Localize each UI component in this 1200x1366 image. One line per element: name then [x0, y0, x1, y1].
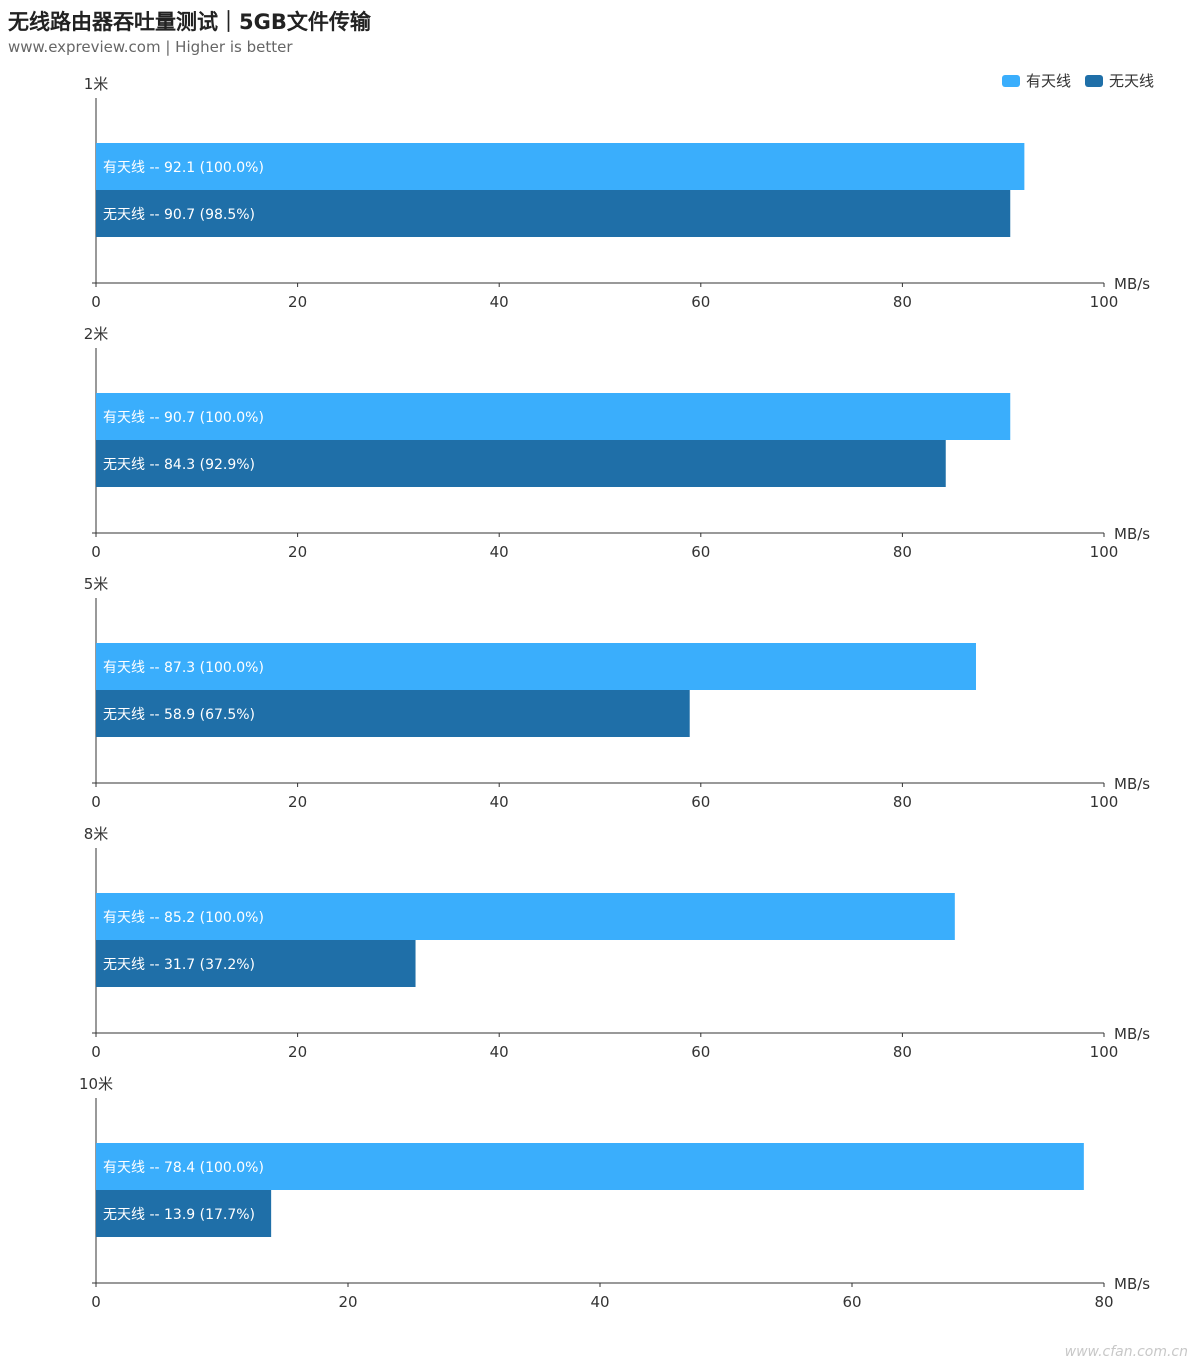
x-tick-label: 60	[842, 1293, 861, 1311]
x-tick-label: 20	[288, 293, 307, 311]
bar-data-label: 无天线 -- 90.7 (98.5%)	[103, 207, 255, 223]
x-axis-unit-label: MB/s	[1114, 1025, 1150, 1043]
x-tick-label: 20	[288, 1043, 307, 1061]
x-tick-label: 80	[893, 1043, 912, 1061]
bar-data-label: 无天线 -- 31.7 (37.2%)	[103, 957, 255, 973]
x-tick-label: 0	[91, 543, 101, 561]
chart-panel: 8米 0 20 40 60 80 100 MB/s 有天线 -- 85.2 (100.0%) 无天…	[0, 820, 1200, 1070]
x-tick-label: 80	[893, 293, 912, 311]
x-tick-label: 40	[590, 1293, 609, 1311]
x-axis-unit-label: MB/s	[1114, 775, 1150, 793]
bar-data-label: 无天线 -- 58.9 (67.5%)	[103, 707, 255, 723]
x-tick-label: 100	[1090, 1043, 1119, 1061]
x-axis-unit-label: MB/s	[1114, 275, 1150, 293]
x-tick-label: 20	[288, 543, 307, 561]
page-subtitle: www.expreview.com | Higher is better	[8, 38, 293, 56]
x-tick-label: 60	[691, 543, 710, 561]
chart-panel: 1米 0 20 40 60 80 100 MB/s 有天线 -- 92.1 (100.0%) 无天…	[0, 70, 1200, 320]
x-tick-label: 40	[490, 1043, 509, 1061]
bar-data-label: 有天线 -- 87.3 (100.0%)	[103, 660, 264, 676]
panel-title: 10米	[79, 1075, 113, 1093]
chart-panel: 2米 0 20 40 60 80 100 MB/s 有天线 -- 90.7 (100.0%) 无天…	[0, 320, 1200, 570]
x-tick-label: 80	[1094, 1293, 1113, 1311]
chart-panel: 10米 0 20 40 60 80 MB/s 有天线 -- 78.4 (100.0%) 无天线 …	[0, 1070, 1200, 1320]
x-tick-label: 20	[338, 1293, 357, 1311]
bar-with-antenna	[96, 143, 1025, 190]
bar-without-antenna	[96, 690, 690, 737]
bar-without-antenna	[96, 940, 416, 987]
x-tick-label: 40	[490, 543, 509, 561]
legend-swatch-with-antenna	[1001, 74, 1020, 87]
x-tick-label: 40	[490, 293, 509, 311]
bar-data-label: 有天线 -- 90.7 (100.0%)	[103, 410, 264, 426]
x-tick-label: 20	[288, 793, 307, 811]
chart-panel: 5米 0 20 40 60 80 100 MB/s 有天线 -- 87.3 (100.0%) 无天…	[0, 570, 1200, 820]
panel-title: 1米	[84, 75, 109, 93]
legend-swatch-without-antenna	[1084, 74, 1103, 87]
x-tick-label: 100	[1090, 293, 1119, 311]
bar-without-antenna	[96, 1190, 272, 1237]
bar-with-antenna	[96, 393, 1011, 440]
x-tick-label: 100	[1090, 543, 1119, 561]
x-tick-label: 60	[691, 1043, 710, 1061]
panel-title: 8米	[84, 825, 109, 843]
x-axis-unit-label: MB/s	[1114, 525, 1150, 543]
x-axis-unit-label: MB/s	[1114, 1275, 1150, 1293]
x-tick-label: 0	[91, 1043, 101, 1061]
bar-data-label: 有天线 -- 92.1 (100.0%)	[103, 160, 264, 176]
panel-title: 5米	[84, 575, 109, 593]
x-tick-label: 0	[91, 1293, 101, 1311]
bar-data-label: 有天线 -- 85.2 (100.0%)	[103, 910, 264, 926]
bar-without-antenna	[96, 190, 1011, 237]
x-tick-label: 100	[1090, 793, 1119, 811]
x-tick-label: 60	[691, 793, 710, 811]
x-tick-label: 80	[893, 793, 912, 811]
bar-with-antenna	[96, 893, 955, 940]
legend-item-with-antenna[interactable]: 有天线	[1001, 70, 1071, 91]
bar-with-antenna	[96, 1143, 1084, 1190]
legend-label-without-antenna: 无天线	[1108, 72, 1154, 90]
page-title: 无线路由器吞吐量测试｜5GB文件传输	[8, 10, 371, 34]
bar-data-label: 无天线 -- 13.9 (17.7%)	[103, 1207, 255, 1223]
bar-data-label: 有天线 -- 78.4 (100.0%)	[103, 1160, 264, 1176]
x-tick-label: 0	[91, 793, 101, 811]
bar-with-antenna	[96, 643, 976, 690]
bar-without-antenna	[96, 440, 946, 487]
x-tick-label: 60	[691, 293, 710, 311]
chart-legend[interactable]: 有天线 无天线	[1001, 70, 1154, 91]
x-tick-label: 0	[91, 293, 101, 311]
legend-label-with-antenna: 有天线	[1025, 72, 1071, 90]
legend-item-without-antenna[interactable]: 无天线	[1084, 70, 1154, 91]
x-tick-label: 40	[490, 793, 509, 811]
x-tick-label: 80	[893, 543, 912, 561]
panel-title: 2米	[84, 325, 109, 343]
watermark: www.cfan.com.cn	[1064, 1344, 1188, 1360]
bar-data-label: 无天线 -- 84.3 (92.9%)	[103, 457, 255, 473]
